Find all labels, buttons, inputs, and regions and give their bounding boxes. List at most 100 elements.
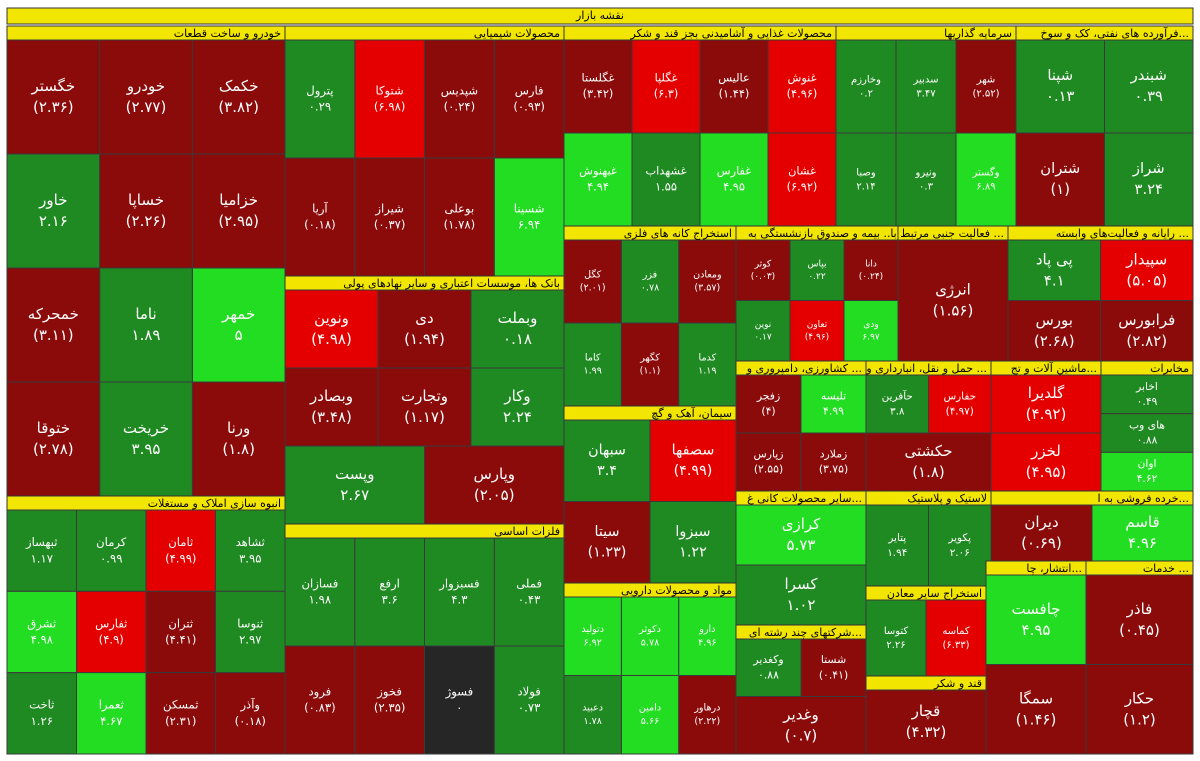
stock-change: (۱.۸): [912, 463, 945, 481]
stock-tile: [678, 239, 737, 324]
stock-symbol: دارو: [698, 624, 715, 635]
stock-tile: [699, 39, 769, 134]
stock-symbol: سپیدار: [1125, 250, 1167, 269]
stock-tile: [191, 153, 286, 269]
stock-change: ۶.۸۹: [976, 182, 995, 193]
stock-symbol: دانا: [865, 259, 877, 269]
stock-tile: [895, 132, 957, 227]
stock-change: (۱.۴۶): [1016, 710, 1057, 728]
stock-change: (۱.۲): [1123, 710, 1156, 728]
stock-change: ۲.۰۶: [950, 547, 970, 559]
stock-symbol: غفارس: [717, 164, 751, 179]
stock-tile: [735, 239, 791, 301]
stock-tile: [865, 504, 929, 587]
stock-symbol: لخزر: [1030, 442, 1061, 460]
stock-symbol: ثشرق: [27, 616, 56, 631]
stock-symbol: کتوسا: [884, 626, 909, 637]
stock-symbol: فارس: [515, 83, 544, 98]
stock-tile: [835, 39, 897, 134]
stock-change: (۱.۴۴): [719, 86, 750, 100]
stock-symbol: فاذر: [1126, 600, 1153, 618]
sector-title: خرده فروشی به ا...: [1097, 492, 1189, 505]
stock-tile: [354, 537, 425, 647]
stock-change: ۴.۶۲: [1137, 472, 1158, 485]
stock-tile: [76, 672, 147, 755]
stock-change: (۶.۳): [654, 86, 679, 100]
stock-symbol: سصفها: [672, 443, 715, 459]
stock-change: (۲.۰۱): [580, 283, 606, 294]
stock-symbol: اخابر: [1135, 380, 1158, 393]
stock-tile: [735, 504, 867, 566]
stock-symbol: سمگا: [1019, 689, 1053, 707]
stock-change: ۵.۶۶: [641, 716, 659, 727]
sector-title: فلزات اساسی: [494, 525, 560, 538]
stock-change: (۳.۱۱): [33, 326, 74, 344]
stock-tile: [1100, 239, 1194, 301]
stock-change: ۳.۲۴: [1135, 181, 1163, 198]
stock-change: ۰.۲: [859, 89, 873, 100]
stock-symbol: قاسم: [1125, 513, 1159, 531]
stock-symbol: سبهان: [588, 443, 626, 459]
stock-tile: [284, 445, 425, 525]
stock-change: ۴.۹۴: [587, 179, 609, 193]
stock-symbol: فولاد: [517, 684, 540, 699]
stock-tile: [191, 381, 286, 497]
stock-change: ۱.۹۴: [887, 547, 907, 559]
stock-change: (۴.۹۷): [946, 405, 974, 417]
stock-tile: [789, 239, 845, 301]
stock-change: (۱.۸): [222, 440, 255, 458]
stock-symbol: شبندر: [1130, 67, 1167, 84]
stock-change: ۰.۳: [919, 182, 934, 193]
stock-tile: [955, 132, 1017, 227]
stock-symbol: بورس: [1036, 311, 1073, 329]
stock-change: (۲.۹۵): [218, 212, 259, 230]
stock-tile: [897, 239, 1009, 362]
sector-title: حمل و نقل، انبارداری و ...: [865, 362, 987, 375]
sector-title: محصولات شیمیایی: [474, 27, 560, 40]
stock-change: ۴.۹۶: [698, 637, 716, 648]
stock-change: ۰.۷۳: [518, 701, 540, 715]
stock-change: ۱.۵۵: [655, 179, 677, 193]
stock-tile: [377, 289, 472, 369]
stock-change: (۲.۳۱): [165, 714, 196, 728]
stock-symbol: پتایر: [887, 532, 906, 544]
stock-change: (۰.۱۸): [304, 218, 335, 232]
stock-tile: [563, 39, 633, 134]
stock-symbol: ثمسکن: [163, 698, 198, 713]
stock-change: (۴.۳۲): [906, 723, 947, 741]
stock-change: ۲.۲۴: [503, 408, 532, 426]
stock-change: (۰.۰۳): [751, 272, 775, 282]
stock-symbol: ارفع: [379, 576, 400, 591]
stock-change: ۵: [235, 326, 243, 344]
stock-change: ۵.۷۳: [787, 536, 816, 554]
stock-symbol: دعبید: [582, 703, 603, 714]
stock-change: ۰.۲۲: [808, 272, 826, 282]
stock-change: (۱.۱۷): [404, 408, 445, 426]
stock-tile: [649, 419, 737, 502]
stock-symbol: فسازان: [301, 576, 338, 591]
stock-tile: [800, 638, 867, 697]
stock-tile: [6, 672, 77, 755]
stock-symbol: ورنا: [227, 419, 250, 437]
sector-title: استخراج کانه های فلزی: [624, 227, 732, 240]
stock-tile: [735, 564, 867, 626]
stock-change: (۲.۳۶): [33, 98, 74, 116]
stock-change: (۴.۹): [99, 633, 124, 647]
stock-change: ۱.۲۶: [31, 714, 53, 728]
title-bar: [6, 7, 1194, 25]
stock-symbol: وپست: [335, 465, 375, 484]
stock-tile: [865, 689, 987, 755]
sector-title: بیمه و صندوق بازنشستگی به ...: [748, 227, 894, 240]
stock-tile: [735, 432, 802, 492]
stock-symbol: شهر: [976, 75, 996, 86]
stock-change: (۱.۹۴): [404, 330, 445, 348]
sector-title: فرآورده های نفتی، کک و سوخ...: [1041, 26, 1189, 40]
stock-tile: [735, 300, 791, 362]
stock-tile: [843, 239, 899, 301]
stock-symbol: بوعلی: [445, 201, 475, 216]
sector-title: سرمایه گذاریها: [944, 27, 1012, 40]
stock-change: ۶.۹۷: [862, 333, 880, 343]
stock-symbol: حکشتی: [905, 442, 953, 460]
stock-tile: [563, 239, 622, 324]
stock-change: ۰.۲۹: [309, 100, 331, 114]
